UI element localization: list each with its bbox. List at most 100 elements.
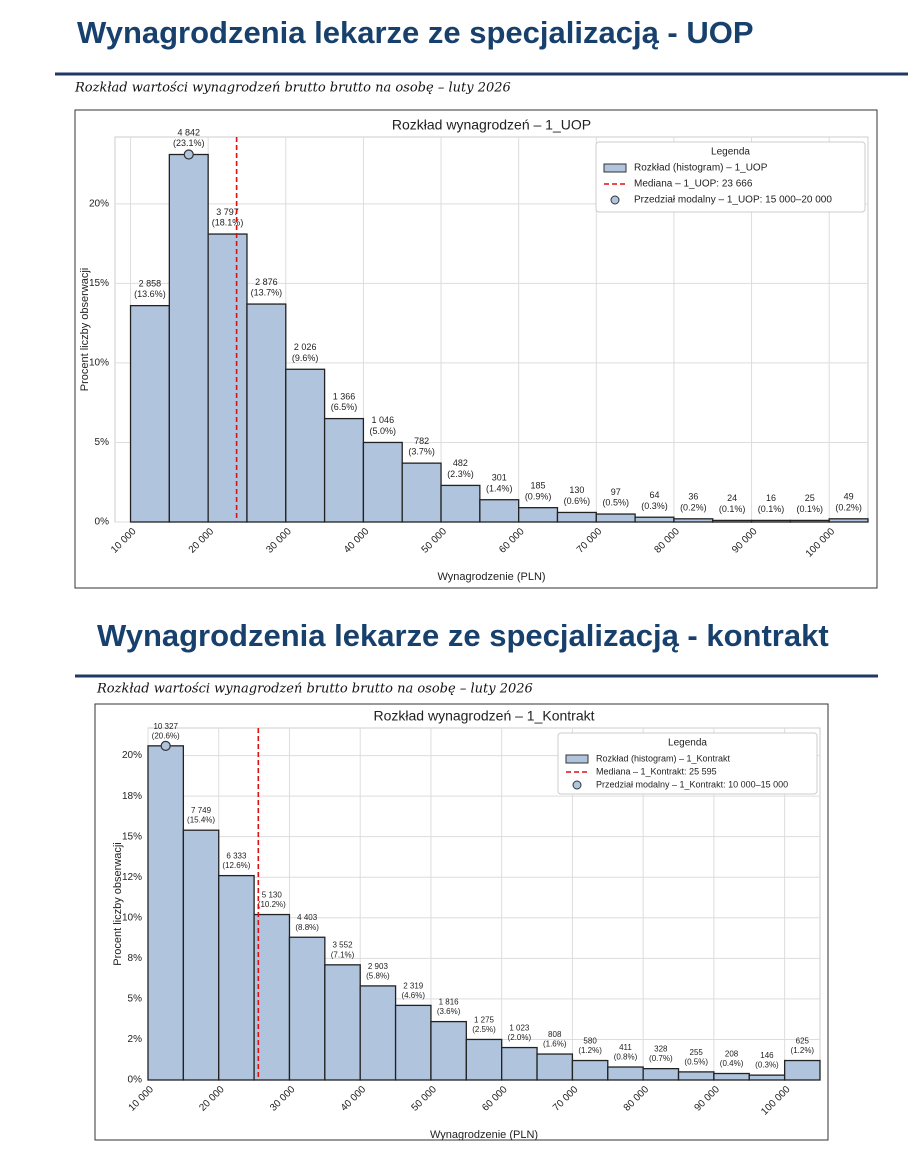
bar-percent-label: (7.1%): [331, 950, 355, 959]
bar-percent-label: (1.6%): [543, 1040, 567, 1049]
bar-percent-label: (0.9%): [525, 491, 552, 501]
bar-count-label: 146: [760, 1051, 774, 1060]
bar-count-label: 6 333: [226, 852, 247, 861]
bar-percent-label: (0.1%): [758, 504, 785, 514]
bar-percent-label: (0.6%): [564, 496, 591, 506]
bar-count-label: 782: [414, 436, 429, 446]
bar-percent-label: (15.4%): [187, 816, 215, 825]
bar: [394, 1004, 432, 1081]
y-tick-label: 20%: [122, 750, 142, 761]
bar-count-label: 185: [531, 480, 546, 490]
bar-count-label: 1 366: [333, 391, 356, 401]
section-heading: Wynagrodzenia lekarze ze specjalizacją -…: [77, 15, 754, 50]
bar-percent-label: (0.4%): [720, 1059, 744, 1068]
legend-label: Rozkład (histogram) – 1_Kontrakt: [596, 753, 731, 763]
bar-percent-label: (0.2%): [835, 502, 862, 512]
bar-count-label: 1 023: [509, 1023, 530, 1032]
bar-count-label: 1 046: [372, 415, 395, 425]
legend-swatch: [565, 754, 589, 764]
y-tick-label: 18%: [122, 791, 142, 802]
bar: [440, 484, 481, 523]
bar-percent-label: (3.6%): [437, 1007, 461, 1016]
bar-count-label: 25: [805, 493, 815, 503]
bar-count-label: 482: [453, 458, 468, 468]
bar: [362, 441, 403, 523]
bar-count-label: 2 026: [294, 342, 317, 352]
bar-count-label: 2 319: [403, 981, 424, 990]
y-tick-label: 8%: [128, 953, 143, 964]
bar-percent-label: (1.2%): [578, 1046, 602, 1055]
y-tick-label: 5%: [95, 437, 110, 448]
bar-percent-label: (10.2%): [258, 900, 286, 909]
bar: [556, 511, 597, 523]
bar: [147, 745, 185, 1081]
bar-percent-label: (0.3%): [641, 501, 668, 511]
bar: [288, 936, 326, 1081]
y-tick-label: 0%: [95, 517, 110, 528]
bar: [207, 233, 248, 523]
bar: [129, 304, 170, 523]
bar-count-label: 64: [650, 490, 660, 500]
bar: [673, 518, 714, 523]
bar-count-label: 808: [548, 1030, 562, 1039]
bar-count-label: 2 858: [139, 278, 162, 288]
bar: [677, 1071, 715, 1081]
bar: [750, 519, 792, 523]
y-tick-label: 10%: [89, 358, 109, 369]
bar-percent-label: (18.1%): [212, 218, 244, 228]
bar-percent-label: (0.8%): [614, 1053, 638, 1062]
bar-percent-label: (5.8%): [366, 971, 390, 980]
modal-marker: [160, 740, 171, 751]
bar: [501, 1046, 538, 1081]
bar-percent-label: (0.5%): [602, 498, 629, 508]
bar-count-label: 4 842: [177, 127, 200, 137]
y-axis-label: Procent liczby obserwacji: [79, 268, 91, 392]
y-tick-label: 12%: [122, 872, 142, 883]
bar-percent-label: (2.3%): [447, 469, 474, 479]
bar-percent-label: (0.2%): [680, 502, 707, 512]
bar-count-label: 7 749: [191, 806, 212, 815]
bar-percent-label: (0.1%): [719, 504, 746, 514]
bar-count-label: 24: [727, 493, 737, 503]
bar-percent-label: (0.5%): [684, 1057, 708, 1066]
legend-label: Mediana – 1_UOP: 23 666: [634, 179, 753, 190]
bar-percent-label: (2.5%): [472, 1025, 496, 1034]
y-tick-label: 5%: [128, 994, 143, 1005]
bar-count-label: 130: [569, 485, 584, 495]
bar-count-label: 5 130: [262, 890, 283, 899]
bar: [828, 518, 869, 523]
bar-percent-label: (1.2%): [791, 1046, 815, 1055]
modal-marker: [183, 149, 194, 160]
bar-percent-label: (6.5%): [331, 402, 358, 412]
bar: [430, 1020, 467, 1081]
bar: [607, 1066, 644, 1081]
bar-percent-label: (20.6%): [152, 731, 180, 740]
x-axis-label: Wynagrodzenie (PLN): [437, 571, 545, 583]
bar-percent-label: (1.4%): [486, 483, 513, 493]
y-axis-label: Procent liczby obserwacji: [112, 842, 124, 966]
x-axis-label: Wynagrodzenie (PLN): [430, 1129, 538, 1141]
bar-count-label: 3 797: [216, 207, 239, 217]
legend-label: Rozkład (histogram) – 1_UOP: [634, 163, 768, 174]
bar-count-label: 301: [492, 473, 507, 483]
bar-count-label: 1 275: [474, 1015, 495, 1024]
bar-percent-label: (5.0%): [370, 426, 397, 436]
bar: [536, 1053, 574, 1081]
bar: [285, 368, 326, 523]
bar: [168, 153, 209, 523]
bar: [218, 874, 255, 1081]
bar-count-label: 36: [688, 492, 698, 502]
bar: [748, 1074, 786, 1081]
legend-label: Mediana – 1_Kontrakt: 25 595: [596, 766, 717, 776]
bar: [323, 417, 365, 523]
bar: [518, 507, 559, 523]
bar-percent-label: (0.1%): [797, 504, 824, 514]
legend-swatch: [603, 163, 627, 173]
legend-title: Legenda: [711, 147, 750, 158]
y-tick-label: 10%: [122, 912, 142, 923]
bar-percent-label: (4.6%): [401, 991, 425, 1000]
bar-count-label: 580: [583, 1036, 597, 1045]
bar: [246, 303, 287, 523]
bar-count-label: 2 876: [255, 277, 278, 287]
